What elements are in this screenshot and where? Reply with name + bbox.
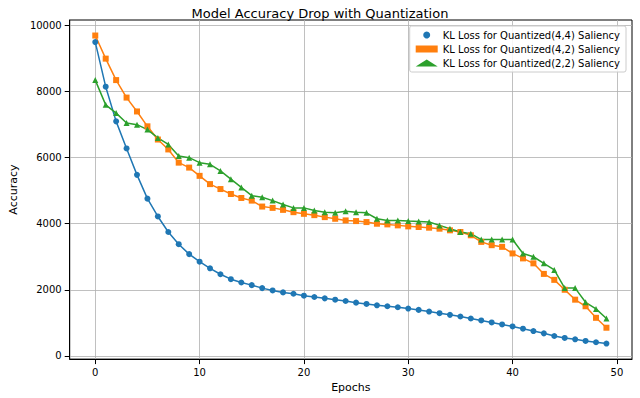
- svg-text:30: 30: [402, 367, 415, 378]
- svg-text:0: 0: [92, 367, 98, 378]
- svg-text:40: 40: [506, 367, 519, 378]
- svg-text:KL Loss for Quantized(4,2) Sal: KL Loss for Quantized(4,2) Saliency: [443, 44, 620, 55]
- svg-text:0: 0: [55, 350, 61, 361]
- svg-text:Accuracy: Accuracy: [7, 164, 20, 215]
- svg-text:50: 50: [611, 367, 624, 378]
- svg-text:KL Loss for Quantized(2,2) Sal: KL Loss for Quantized(2,2) Saliency: [443, 58, 620, 69]
- svg-text:10: 10: [193, 367, 206, 378]
- svg-text:KL Loss for Quantized(4,4) Sal: KL Loss for Quantized(4,4) Saliency: [443, 30, 620, 41]
- svg-text:2000: 2000: [36, 284, 61, 295]
- svg-text:20: 20: [298, 367, 311, 378]
- svg-text:Model Accuracy Drop with Quant: Model Accuracy Drop with Quantization: [192, 6, 449, 21]
- svg-text:8000: 8000: [36, 86, 61, 97]
- svg-text:Epochs: Epochs: [331, 381, 371, 394]
- svg-text:4000: 4000: [36, 218, 61, 229]
- svg-text:6000: 6000: [36, 152, 61, 163]
- svg-text:10000: 10000: [30, 20, 62, 31]
